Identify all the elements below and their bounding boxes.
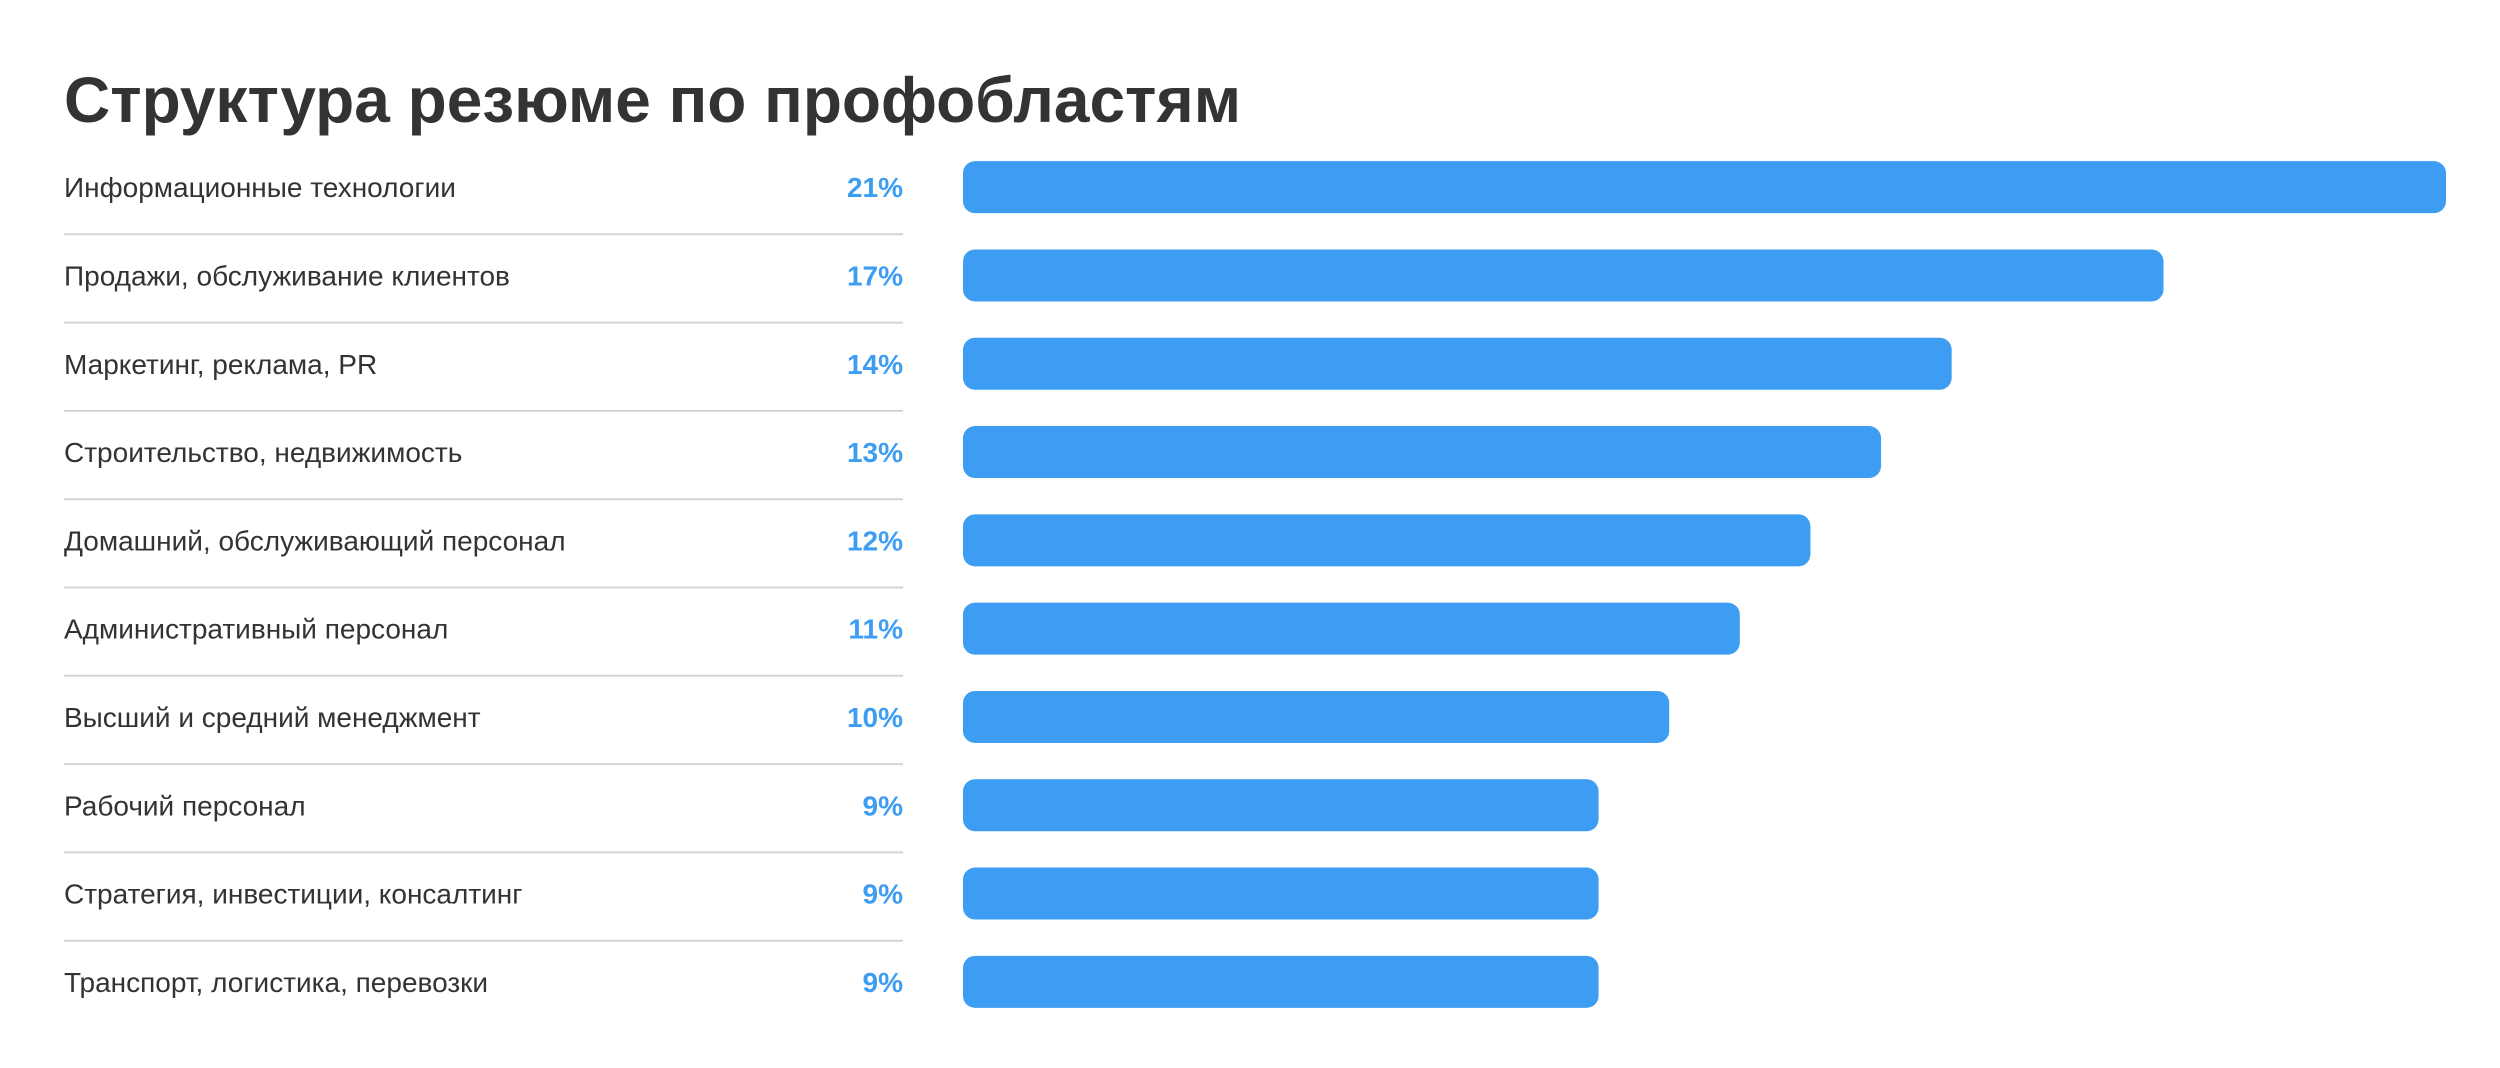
category-label: Информационные технологии: [64, 172, 456, 203]
bar: [963, 779, 1599, 832]
bar: [963, 690, 1670, 743]
value-label: 9%: [863, 790, 904, 821]
category-label: Административный персонал: [64, 614, 448, 645]
bar: [963, 955, 1599, 1008]
bar: [963, 337, 1952, 390]
category-label: Транспорт, логистика, перевозки: [64, 967, 488, 998]
bar: [963, 867, 1599, 920]
value-label: 9%: [863, 967, 904, 998]
category-label: Домашний, обслуживающий персонал: [64, 525, 566, 556]
bar: [963, 602, 1740, 655]
category-label: Маркетинг, реклама, PR: [64, 349, 377, 380]
category-label: Стратегия, инвестиции, консалтинг: [64, 879, 522, 910]
bar: [963, 426, 1882, 479]
category-label: Высший и средний менеджмент: [64, 702, 481, 733]
category-label: Рабочий персонал: [64, 790, 306, 821]
value-label: 17%: [847, 260, 903, 291]
bar: [963, 514, 1811, 567]
value-label: 14%: [847, 349, 903, 380]
bar: [963, 249, 2164, 302]
value-label: 11%: [849, 614, 904, 645]
value-label: 21%: [847, 172, 903, 203]
value-label: 13%: [847, 437, 903, 468]
category-label: Продажи, обслуживание клиентов: [64, 260, 510, 291]
value-label: 12%: [847, 525, 903, 556]
bar: [963, 161, 2446, 214]
value-label: 9%: [863, 879, 904, 910]
chart-title: Структура резюме по профобластям: [64, 64, 1242, 136]
value-label: 10%: [847, 702, 903, 733]
category-label: Строительство, недвижимость: [64, 437, 462, 468]
